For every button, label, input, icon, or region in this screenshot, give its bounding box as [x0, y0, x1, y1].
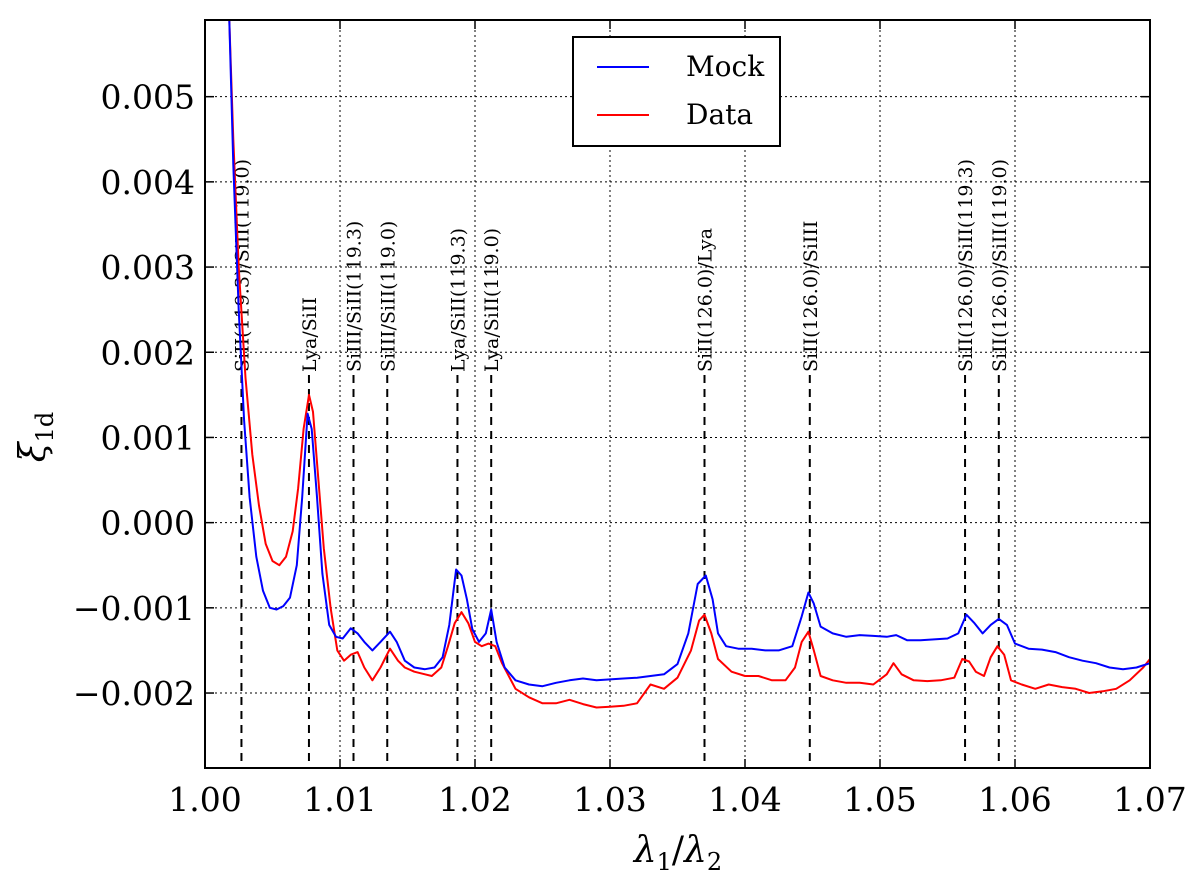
annotation-label: SiIII/SiII(119.3)	[344, 221, 366, 372]
y-tick-label: 0.004	[101, 163, 195, 202]
x-tick-label: 1.01	[303, 780, 376, 819]
y-tick-label: 0.003	[101, 248, 195, 287]
x-tick-label: 1.04	[708, 780, 781, 819]
y-tick-label: 0.001	[101, 418, 195, 457]
annotation-label: Lya/SiII(119.0)	[481, 228, 503, 372]
x-tick-label: 1.02	[438, 780, 511, 819]
y-tick-label: 0.002	[101, 333, 195, 372]
series-line-data	[228, 20, 1150, 709]
x-axis-label: λ1/λ2	[632, 830, 722, 876]
y-tick-label: −0.002	[73, 674, 195, 713]
y-axis-label: ξ1d	[13, 412, 59, 462]
annotation-label: SiII(126.0)/Lya	[695, 228, 717, 372]
series-lines	[228, 20, 1150, 709]
legend-label-mock: Mock	[686, 50, 765, 83]
annotation-label: Lya/SiII(119.3)	[447, 228, 469, 372]
x-tick-label: 1.07	[1113, 780, 1186, 819]
plot-frame	[204, 19, 1151, 769]
annotation-label: SiII(126.0)/SiIII	[800, 221, 822, 372]
x-tick-label: 1.03	[573, 780, 646, 819]
axis-ticks: 1.00 1.01 1.02 1.03 1.04 1.05 1.06 1.07 0.005 0.0…	[73, 20, 1187, 819]
y-tick-label: 0.005	[101, 78, 195, 117]
x-tick-label: 1.06	[978, 780, 1051, 819]
annotation-label: SiII(126.0)/SiII(119.0)	[989, 159, 1011, 372]
annotation-label: SiIII/SiII(119.0)	[377, 221, 399, 372]
y-tick-label: 0.000	[101, 504, 195, 543]
legend-label-data: Data	[686, 98, 753, 131]
legend: Mock Data	[572, 36, 781, 147]
annotation-label: Lya/SiII	[299, 297, 321, 372]
x-tick-label: 1.05	[843, 780, 916, 819]
annotation-label: SiII(126.0)/SiII(119.3)	[955, 159, 977, 372]
y-tick-label: −0.001	[73, 589, 195, 628]
annotation-lines: SiII(119.3)/SiII(119.0) Lya/SiII SiIII/SiI…	[231, 159, 1011, 768]
series-line-mock	[228, 20, 1150, 688]
legend-box	[572, 36, 781, 147]
x-tick-label: 1.00	[168, 780, 241, 819]
